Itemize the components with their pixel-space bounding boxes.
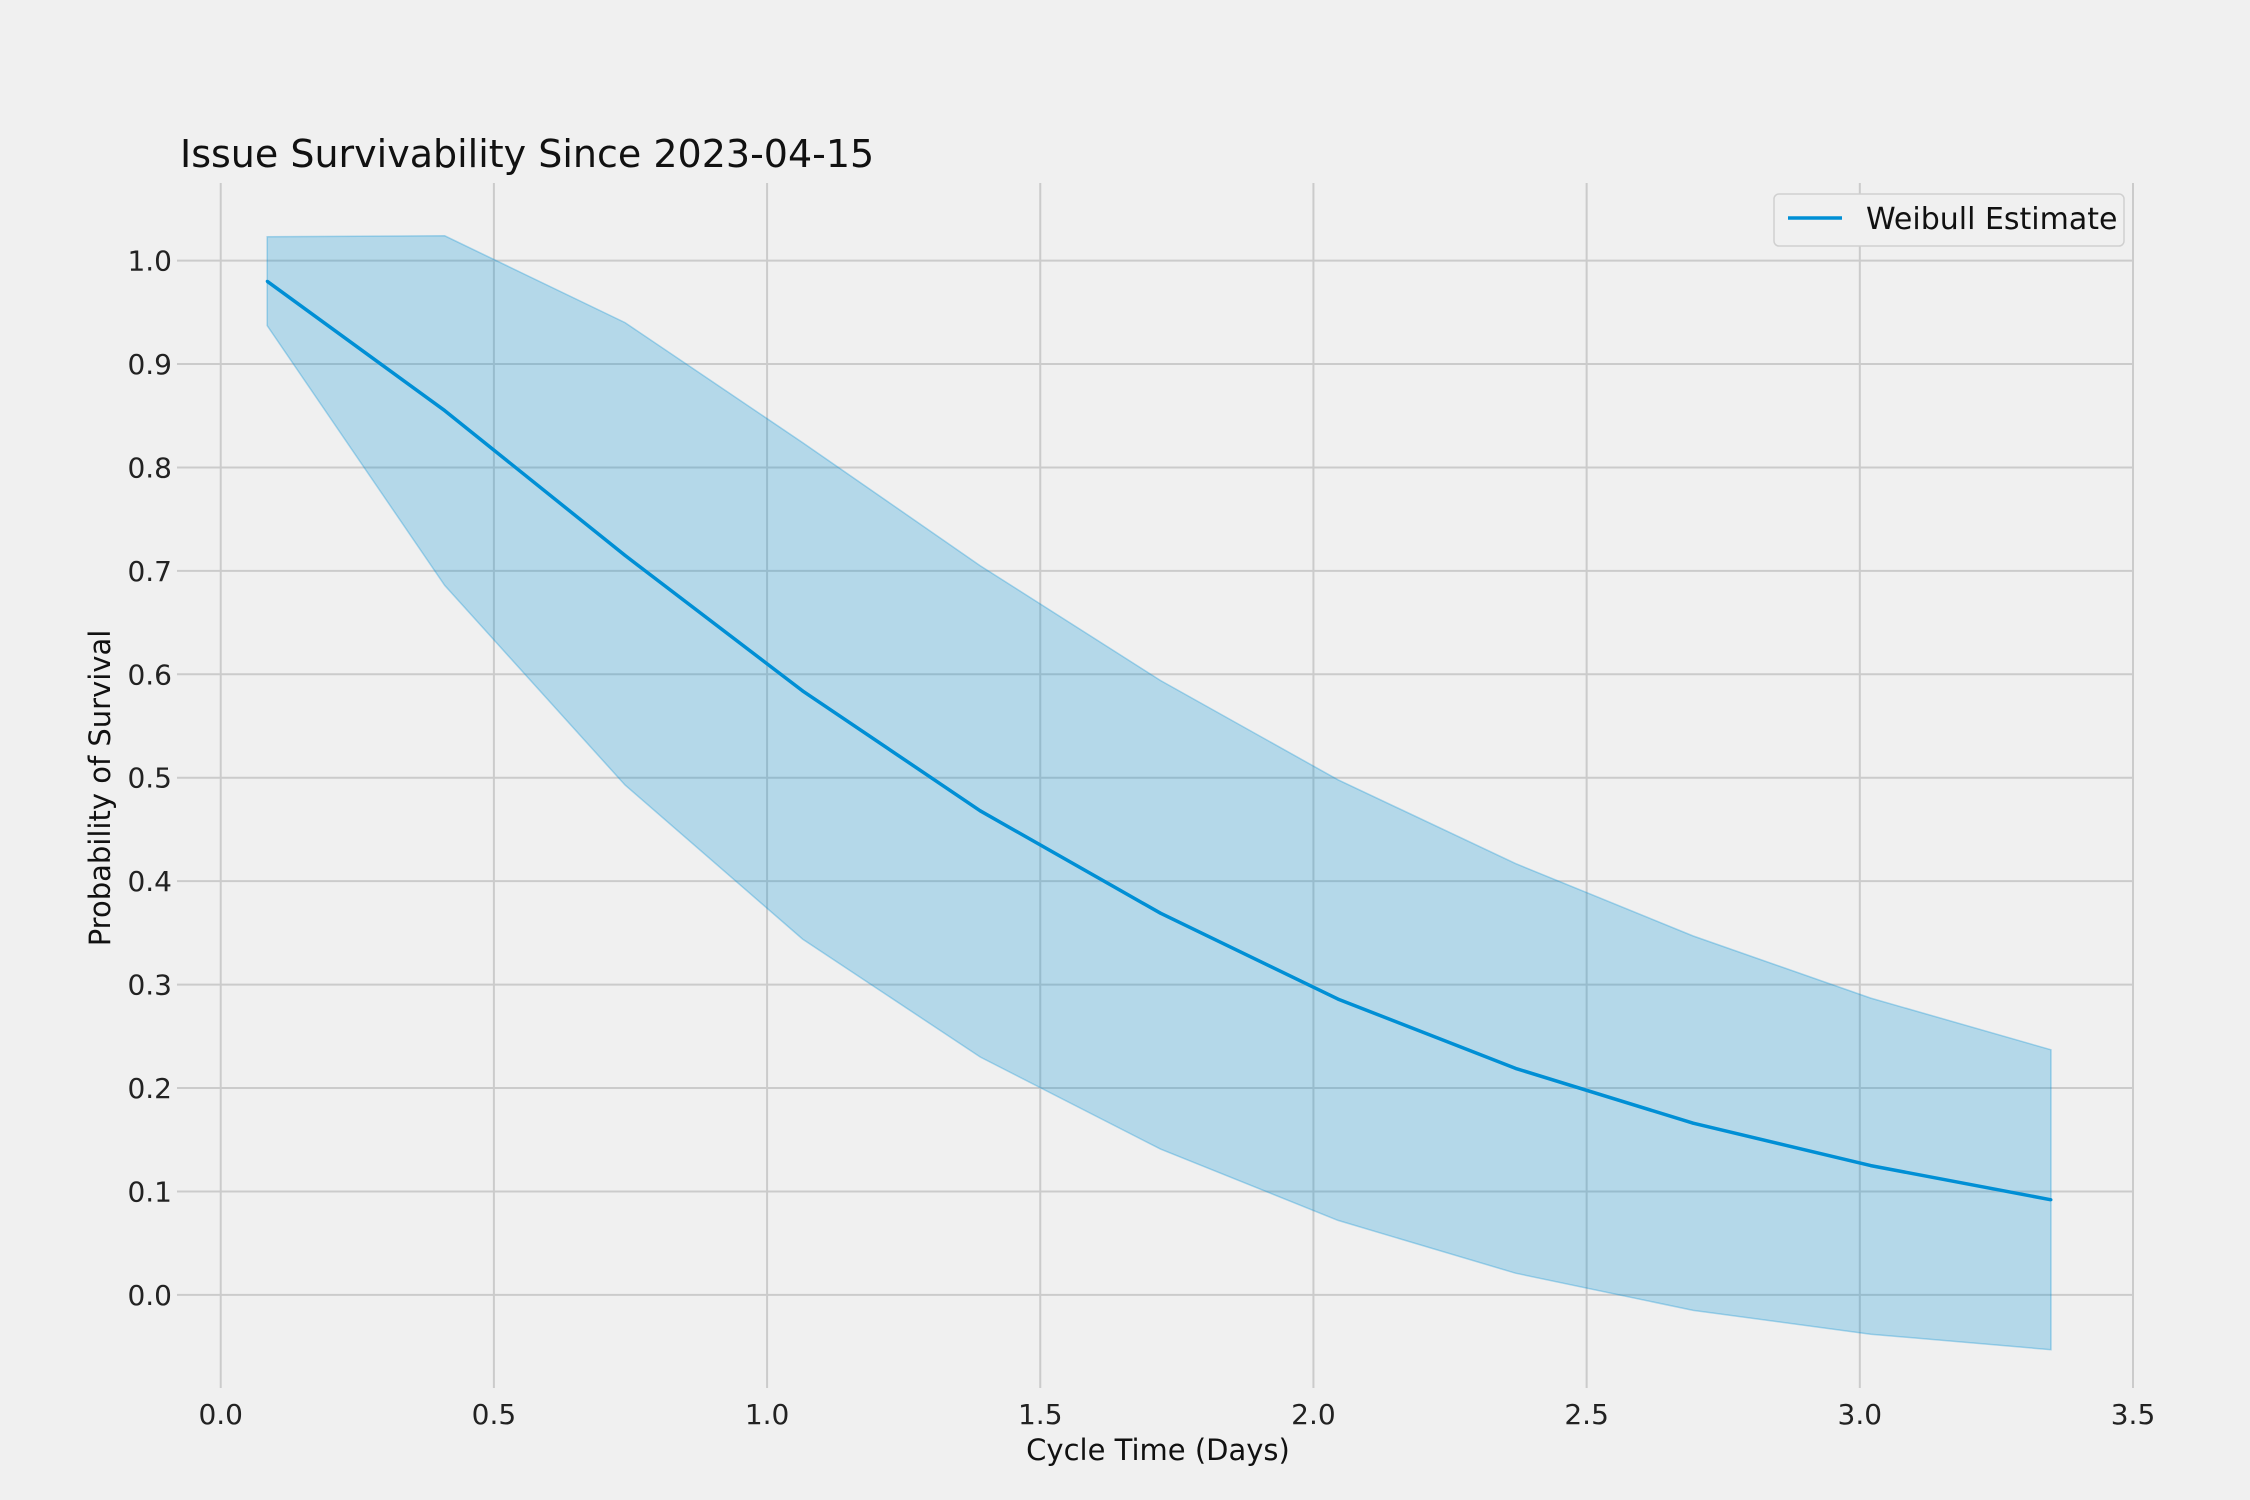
x-axis-title: Cycle Time (Days) <box>1026 1433 1290 1467</box>
y-tick-label: 0.0 <box>127 1279 172 1312</box>
estimate-point <box>1691 1121 1695 1125</box>
estimate-line-layer <box>265 279 2053 1202</box>
legend-box <box>1773 193 2125 247</box>
confidence-band-layer <box>266 235 2052 1351</box>
x-tick-label: 1.0 <box>745 1398 790 1431</box>
confidence-band <box>266 235 2052 1351</box>
y-tick-labels: 0.0 0.1 0.2 0.3 0.4 0.5 0.6 0.7 0.8 0.9 1.0 <box>127 245 172 1312</box>
y-tick-label: 0.5 <box>127 762 172 795</box>
y-tick-label: 0.9 <box>127 348 172 381</box>
chart-title: Issue Survivability Since 2023-04-15 <box>180 132 874 176</box>
estimate-point <box>623 553 627 557</box>
estimate-point <box>1514 1066 1518 1070</box>
x-tick-label: 3.5 <box>2111 1398 2156 1431</box>
x-tick-labels: 0.0 0.5 1.0 1.5 2.0 2.5 3.0 3.5 <box>198 1398 2155 1431</box>
legend-label: Weibull Estimate <box>1866 202 2117 237</box>
grid-lines <box>177 183 2134 1388</box>
x-tick-label: 1.5 <box>1018 1398 1063 1431</box>
y-tick-label: 0.4 <box>127 865 172 898</box>
x-tick-label: 0.0 <box>198 1398 243 1431</box>
estimate-point <box>265 279 269 283</box>
estimate-point <box>1336 997 1340 1001</box>
estimate-point <box>1869 1164 1873 1168</box>
x-tick-label: 2.5 <box>1564 1398 1609 1431</box>
estimate-point <box>978 809 982 813</box>
x-tick-label: 0.5 <box>472 1398 517 1431</box>
y-axis-title: Probability of Survival <box>83 630 117 947</box>
y-tick-label: 0.3 <box>127 969 172 1002</box>
y-tick-label: 0.8 <box>127 451 172 484</box>
y-tick-label: 1.0 <box>127 245 172 278</box>
y-tick-label: 0.2 <box>127 1072 172 1105</box>
estimate-point <box>443 409 447 413</box>
x-tick-label: 2.0 <box>1291 1398 1336 1431</box>
x-tick-label: 3.0 <box>1838 1398 1883 1431</box>
y-tick-label: 0.1 <box>127 1175 172 1208</box>
estimate-point <box>801 689 805 693</box>
y-tick-label: 0.6 <box>127 658 172 691</box>
estimate-point <box>1159 911 1162 915</box>
y-tick-label: 0.7 <box>127 555 172 588</box>
estimate-point <box>2049 1198 2053 1202</box>
legend: Weibull Estimate <box>1773 193 2125 247</box>
